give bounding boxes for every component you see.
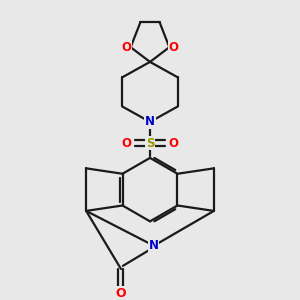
Text: S: S (146, 137, 154, 150)
Text: O: O (168, 137, 178, 150)
Text: O: O (168, 41, 178, 54)
Text: O: O (122, 41, 132, 54)
Text: O: O (116, 287, 126, 300)
Text: O: O (122, 137, 132, 150)
Text: N: N (145, 116, 155, 128)
Text: N: N (149, 239, 159, 252)
